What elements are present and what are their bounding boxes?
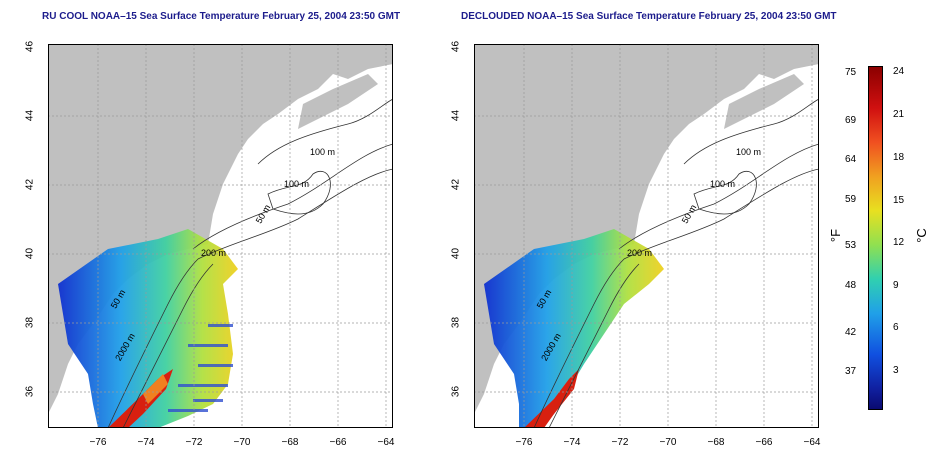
fahrenheit-tick: 53 <box>845 240 857 251</box>
lat-tick: 44 <box>24 109 36 122</box>
lat-tick: 38 <box>450 316 462 329</box>
lon-tick: −76 <box>515 437 533 448</box>
lon-tick: −76 <box>89 437 107 448</box>
land-mass <box>48 44 393 414</box>
celsius-tick: 6 <box>893 322 899 333</box>
lat-tick: 46 <box>24 40 36 53</box>
fahrenheit-tick: 42 <box>845 327 857 338</box>
lon-tick: −66 <box>329 437 347 448</box>
lon-tick: −64 <box>803 437 821 448</box>
fahrenheit-unit-label: °F <box>828 228 844 243</box>
lat-tick: 46 <box>450 40 462 53</box>
celsius-tick: 24 <box>893 66 905 77</box>
lon-tick: −72 <box>611 437 629 448</box>
lat-tick: 36 <box>24 385 36 398</box>
lat-tick: 38 <box>24 316 36 329</box>
celsius-tick: 15 <box>893 195 905 206</box>
right-sst-map <box>474 44 820 429</box>
lat-tick: 40 <box>24 247 36 260</box>
fahrenheit-tick: 69 <box>845 115 857 126</box>
lon-tick: −64 <box>377 437 395 448</box>
lon-tick: −66 <box>755 437 773 448</box>
isobath-label: 200 m <box>201 248 227 258</box>
lat-tick: 44 <box>450 109 462 122</box>
celsius-tick: 9 <box>893 280 899 291</box>
fahrenheit-tick: 59 <box>845 194 857 205</box>
fahrenheit-tick: 75 <box>845 67 857 78</box>
lon-tick: −70 <box>659 437 677 448</box>
lon-tick: −74 <box>563 437 581 448</box>
lon-tick: −70 <box>233 437 251 448</box>
fahrenheit-tick: 37 <box>845 366 857 377</box>
left-map-panel: 100 m 100 m 50 m 200 m 50 m 2000 m <box>48 44 394 429</box>
lon-tick: −68 <box>707 437 725 448</box>
sst-swath <box>58 229 238 428</box>
right-map-title: DECLOUDED NOAA–15 Sea Surface Temperatur… <box>461 11 837 22</box>
isobath-label: 100 m <box>284 179 310 189</box>
celsius-tick: 3 <box>893 365 899 376</box>
lon-tick: −68 <box>281 437 299 448</box>
land-mass <box>474 44 819 414</box>
sst-swath <box>484 229 664 428</box>
isobath-label: 100 m <box>710 179 736 189</box>
left-sst-map <box>48 44 394 429</box>
temperature-colorbar <box>868 66 883 410</box>
lon-tick: −74 <box>137 437 155 448</box>
isobath-label: 100 m <box>310 147 336 157</box>
right-map-panel: 100 m 100 m 50 m 200 m 50 m 2000 m <box>474 44 820 429</box>
fahrenheit-tick: 48 <box>845 280 857 291</box>
lat-tick: 42 <box>24 178 36 191</box>
left-map-title: RU COOL NOAA–15 Sea Surface Temperature … <box>42 11 401 22</box>
celsius-tick: 18 <box>893 152 905 163</box>
lat-tick: 40 <box>450 247 462 260</box>
isobath-label: 200 m <box>627 248 653 258</box>
fahrenheit-tick: 64 <box>845 154 857 165</box>
celsius-tick: 21 <box>893 109 905 120</box>
celsius-unit-label: °C <box>913 228 929 243</box>
lon-tick: −72 <box>185 437 203 448</box>
celsius-tick: 12 <box>893 237 905 248</box>
isobath-label: 100 m <box>736 147 762 157</box>
lat-tick: 42 <box>450 178 462 191</box>
lat-tick: 36 <box>450 385 462 398</box>
